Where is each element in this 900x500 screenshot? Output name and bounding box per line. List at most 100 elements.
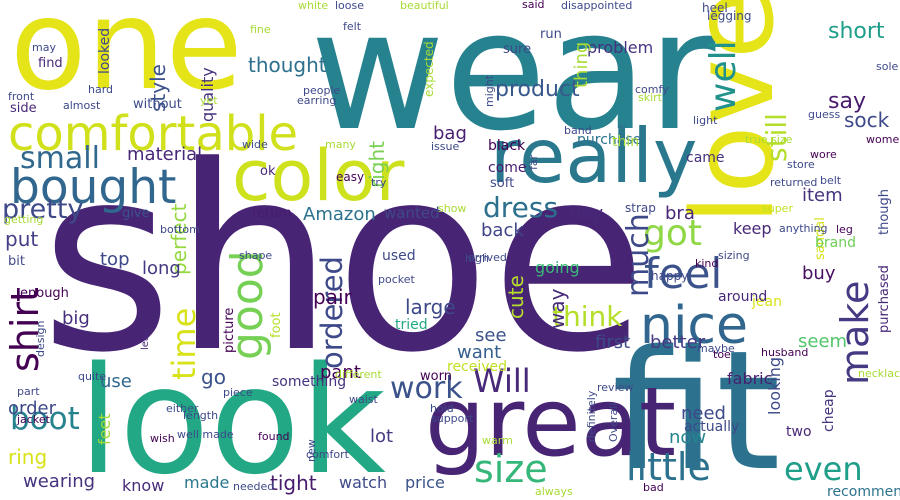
word-return: return bbox=[252, 206, 292, 221]
word-something: something bbox=[272, 374, 346, 390]
word-may: may bbox=[32, 41, 56, 54]
word-returned: returned bbox=[770, 176, 817, 189]
word-first: first bbox=[595, 332, 630, 353]
word-quality: quality bbox=[198, 67, 217, 122]
word-waist: waist bbox=[349, 393, 379, 406]
word-store: store bbox=[787, 158, 815, 171]
word-back: back bbox=[481, 220, 524, 241]
word-see: see bbox=[475, 325, 507, 346]
word-enough: enough bbox=[20, 286, 69, 301]
word-still: still bbox=[760, 113, 793, 162]
word-work: work bbox=[390, 371, 463, 406]
word-pant: pant bbox=[320, 362, 361, 383]
word-keep: keep bbox=[733, 219, 772, 238]
word-price: price bbox=[405, 473, 445, 492]
word-say: say bbox=[828, 89, 866, 114]
word-shirt: shirt bbox=[3, 287, 47, 372]
word-getting: getting bbox=[4, 213, 43, 226]
word-make: make bbox=[833, 281, 877, 385]
word-wanted: wanted bbox=[384, 204, 440, 222]
word-short: short bbox=[828, 19, 885, 44]
word-material: material bbox=[127, 144, 202, 165]
word-problem: problem bbox=[587, 38, 653, 57]
word-quite: quite bbox=[78, 370, 106, 383]
word-felt: felt bbox=[343, 20, 362, 33]
word-came: came bbox=[686, 150, 725, 166]
word-many: many bbox=[325, 138, 356, 151]
word-fabric: fabric bbox=[727, 369, 772, 388]
word-leg: leg bbox=[836, 223, 853, 236]
word-though: though bbox=[877, 189, 892, 235]
word-needed: needed bbox=[233, 480, 274, 493]
word-happy: happy bbox=[651, 269, 688, 283]
word-yet: yet bbox=[200, 94, 218, 107]
word-amazon: Amazon bbox=[303, 204, 376, 225]
word-bag: bag bbox=[433, 123, 467, 144]
word-ordered: ordered bbox=[315, 256, 349, 369]
word-belt: belt bbox=[820, 174, 842, 187]
word-necklace: necklace bbox=[858, 367, 900, 380]
word-wish: wish bbox=[150, 432, 175, 445]
word-legging: legging bbox=[707, 9, 752, 23]
word-new: new bbox=[305, 439, 318, 462]
word-design: design bbox=[34, 320, 47, 357]
word-recommend: recommend bbox=[827, 484, 900, 500]
word-pair: pair bbox=[313, 285, 353, 309]
word-piece: piece bbox=[223, 386, 253, 399]
word-almost: almost bbox=[63, 99, 101, 112]
word-actually: actually bbox=[684, 419, 739, 435]
word-love: love bbox=[669, 0, 799, 225]
word-top: top bbox=[100, 249, 130, 270]
word-easy: easy bbox=[336, 170, 364, 184]
word-definitely: definitely bbox=[585, 390, 598, 442]
word-small: small bbox=[20, 141, 100, 176]
word-worn: worn bbox=[420, 369, 452, 384]
word-long: long bbox=[142, 258, 181, 279]
word-little: little bbox=[626, 445, 711, 489]
word-really: really bbox=[490, 112, 697, 200]
word-beautiful: beautiful bbox=[400, 0, 449, 12]
word-disappointed: disappointed bbox=[561, 0, 632, 12]
word-feel: feel bbox=[644, 249, 722, 298]
word-white: white bbox=[298, 0, 328, 12]
word-tight: tight bbox=[270, 471, 317, 495]
word-ok: ok bbox=[260, 164, 276, 179]
word-different: different bbox=[335, 368, 382, 381]
word-picture: picture bbox=[222, 308, 237, 353]
word-foot: foot bbox=[269, 312, 284, 338]
word-good: good bbox=[222, 250, 273, 360]
word-day: day bbox=[570, 203, 603, 224]
word-shoe: shoe bbox=[40, 112, 647, 409]
word-find: find bbox=[38, 56, 63, 71]
word-jacket: jacket bbox=[16, 413, 51, 426]
word-wearing: wearing bbox=[23, 471, 95, 492]
word-watch: watch bbox=[339, 473, 387, 492]
word-warm: warm bbox=[482, 434, 513, 447]
word-hard: hard bbox=[88, 83, 113, 96]
word-wear: wear bbox=[310, 0, 716, 167]
word-purchase: purchase bbox=[577, 132, 641, 148]
word-lot: lot bbox=[370, 426, 393, 447]
word-might: might bbox=[483, 74, 496, 107]
word-going: going bbox=[535, 258, 580, 277]
word-try: try bbox=[371, 176, 387, 189]
word-always: always bbox=[535, 485, 573, 498]
word-nice: nice bbox=[640, 296, 748, 356]
word-cheap: cheap bbox=[821, 389, 837, 432]
word-go: go bbox=[201, 365, 226, 389]
word-either: either bbox=[166, 402, 199, 415]
word-big: big bbox=[62, 308, 90, 329]
word-review: review bbox=[597, 381, 633, 394]
word-hold: hold bbox=[430, 402, 454, 415]
word-bad: bad bbox=[643, 481, 664, 494]
word-used: used bbox=[382, 248, 416, 264]
word-light: light bbox=[693, 114, 718, 127]
word-issue: issue bbox=[431, 140, 459, 153]
word-toe: toe bbox=[713, 348, 731, 361]
word-color: color bbox=[232, 135, 405, 217]
word-think: think bbox=[552, 300, 623, 333]
word-look: look bbox=[78, 335, 386, 500]
word-far: far bbox=[527, 154, 540, 170]
word-found: found bbox=[258, 430, 290, 443]
